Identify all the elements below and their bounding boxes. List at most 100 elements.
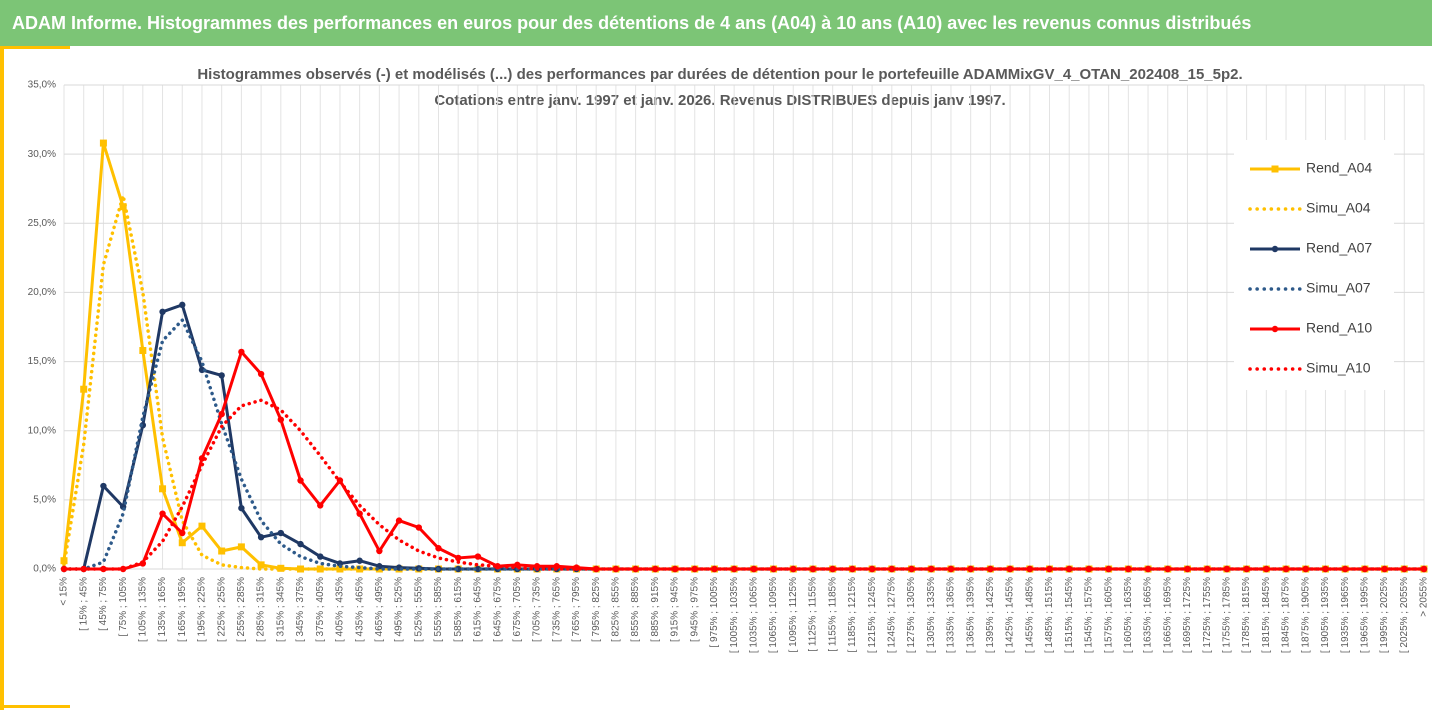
point <box>119 203 127 211</box>
series-line <box>62 193 1426 571</box>
legend-label: Rend_A07 <box>1306 240 1372 256</box>
x-tick-label: [ 915% ; 945% <box>670 577 681 642</box>
x-tick-label: [ 1695% ; 1725% <box>1182 577 1193 653</box>
x-tick-label: [ 15% ; 45% <box>78 577 89 631</box>
point <box>317 502 324 509</box>
point <box>435 545 442 552</box>
point <box>139 347 147 355</box>
legend-marker <box>1271 165 1279 173</box>
y-tick-label: 10,0% <box>28 425 56 436</box>
y-tick-label: 15,0% <box>28 356 56 367</box>
y-tick-label: 30,0% <box>28 149 56 160</box>
point <box>297 540 304 548</box>
x-tick-label: [ 405% ; 435% <box>335 577 346 642</box>
series-line <box>62 398 1426 571</box>
point <box>238 504 245 512</box>
x-tick-label: [ 75% ; 105% <box>118 577 129 637</box>
x-tick-label: [ 1485% ; 1515% <box>1044 577 1055 653</box>
x-tick-label: [ 1635% ; 1665% <box>1143 577 1154 653</box>
x-tick-label: > 2055% <box>1419 577 1430 617</box>
x-tick-label: [ 945% ; 975% <box>689 577 700 642</box>
x-tick-label: [ 495% ; 525% <box>394 577 405 642</box>
point <box>474 553 482 560</box>
point <box>277 529 285 537</box>
x-tick-label: [ 1215% ; 1245% <box>867 577 878 653</box>
frame-top <box>0 46 70 49</box>
x-tick-label: [ 1035% ; 1065% <box>748 577 759 653</box>
point <box>198 522 206 530</box>
x-tick-label: [ 1605% ; 1635% <box>1123 577 1134 653</box>
x-tick-label: [ 1005% ; 1035% <box>729 577 740 653</box>
x-tick-label: [ 225% ; 255% <box>216 577 227 642</box>
legend-marker <box>1271 325 1279 333</box>
x-tick-label: [ 285% ; 315% <box>256 577 267 642</box>
x-tick-label: [ 1425% ; 1455% <box>1005 577 1016 653</box>
x-tick-label: [ 735% ; 765% <box>551 577 562 642</box>
x-tick-label: [ 195% ; 225% <box>197 577 208 642</box>
x-tick-label: [ 1185% ; 1215% <box>847 577 858 653</box>
point <box>494 563 501 570</box>
x-tick-label: [ 765% ; 795% <box>571 577 582 642</box>
x-tick-label: [ 45% ; 75% <box>98 577 109 631</box>
x-tick-label: [ 885% ; 915% <box>650 577 661 642</box>
point <box>1263 565 1270 573</box>
x-tick-label: [ 1245% ; 1275% <box>886 577 897 653</box>
x-tick-label: [ 2025% ; 2055% <box>1399 577 1410 653</box>
frame-bottom <box>0 705 70 708</box>
x-tick-label: [ 465% ; 495% <box>374 577 385 642</box>
x-tick-label: [ 1845% ; 1875% <box>1281 577 1292 653</box>
legend-label: Rend_A10 <box>1306 320 1372 336</box>
x-tick-label: [ 315% ; 345% <box>275 577 286 642</box>
point <box>159 510 166 517</box>
x-tick-label: [ 855% ; 885% <box>630 577 641 642</box>
x-tick-label: [ 1365% ; 1395% <box>965 577 976 653</box>
x-tick-label: [ 1965% ; 1995% <box>1360 577 1371 653</box>
point <box>376 547 383 555</box>
x-tick-label: [ 1515% ; 1545% <box>1064 577 1075 653</box>
x-tick-label: [ 705% ; 735% <box>532 577 543 642</box>
x-tick-label: [ 1935% ; 1965% <box>1340 577 1351 653</box>
x-tick-label: [ 165% ; 195% <box>177 577 188 642</box>
x-tick-label: [ 135% ; 165% <box>157 577 168 642</box>
x-tick-label: [ 675% ; 705% <box>512 577 523 642</box>
header-bar <box>0 0 1432 46</box>
point <box>1085 565 1093 573</box>
x-tick-label: [ 585% ; 615% <box>453 577 464 642</box>
legend-label: Simu_A07 <box>1306 280 1371 296</box>
point <box>356 510 363 517</box>
x-tick-label: [ 645% ; 675% <box>492 577 503 642</box>
x-tick-label: [ 345% ; 375% <box>295 577 306 642</box>
point <box>159 308 166 315</box>
chart-subtitle: Cotations entre janv. 1997 et janv. 2026… <box>434 92 1005 109</box>
point <box>179 529 186 537</box>
point <box>179 301 186 309</box>
point <box>1006 565 1014 573</box>
point <box>277 564 285 572</box>
point <box>829 565 836 573</box>
x-tick-label: [ 1755% ; 1785% <box>1222 577 1233 653</box>
point <box>80 385 88 393</box>
point <box>218 372 225 379</box>
x-tick-label: [ 1815% ; 1845% <box>1261 577 1272 653</box>
legend-box <box>1234 140 1394 390</box>
point <box>1341 565 1349 573</box>
point <box>297 477 304 484</box>
x-tick-label: [ 1875% ; 1905% <box>1300 577 1311 653</box>
x-tick-label: [ 555% ; 585% <box>433 577 444 642</box>
x-tick-label: [ 795% ; 825% <box>591 577 602 642</box>
point <box>257 561 265 569</box>
point <box>218 410 225 418</box>
x-tick-label: [ 615% ; 645% <box>473 577 484 642</box>
x-tick-label: [ 975% ; 1005% <box>709 577 720 648</box>
point <box>100 482 107 490</box>
point <box>474 565 482 573</box>
point <box>159 485 167 493</box>
point <box>238 348 245 356</box>
x-tick-label: [ 375% ; 405% <box>315 577 326 642</box>
legend-label: Rend_A04 <box>1306 160 1372 176</box>
x-tick-label: [ 1905% ; 1935% <box>1320 577 1331 653</box>
point <box>455 554 462 562</box>
y-tick-label: 0,0% <box>33 564 56 575</box>
point <box>356 557 363 564</box>
